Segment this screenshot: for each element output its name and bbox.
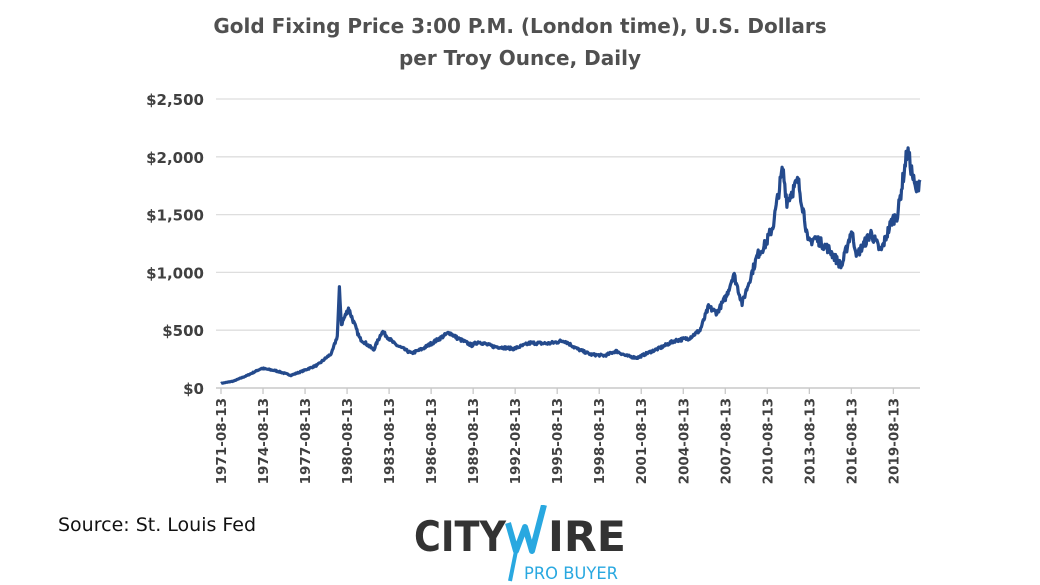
x-tick-label: 1998-08-13	[592, 398, 608, 484]
x-tick-label: 2007-08-13	[718, 398, 734, 484]
y-tick-label: $2,500	[146, 91, 204, 109]
y-tick-label: $2,000	[146, 149, 204, 167]
svg-text:CITY: CITY	[414, 512, 507, 561]
x-tick-label: 1989-08-13	[466, 398, 482, 484]
y-tick-label: $1,500	[146, 207, 204, 225]
citywire-logo: CITY IRE PRO BUYER	[414, 505, 626, 584]
x-tick-label: 2016-08-13	[844, 398, 860, 484]
y-tick-label: $500	[162, 322, 204, 340]
x-tick-label: 1977-08-13	[298, 398, 314, 484]
source-note: Source: St. Louis Fed	[58, 514, 257, 536]
x-tick-label: 1974-08-13	[256, 398, 272, 484]
x-tick-label: 1983-08-13	[382, 398, 398, 484]
x-tick-label: 1971-08-13	[214, 398, 230, 484]
chart-title: Gold Fixing Price 3:00 P.M. (London time…	[200, 10, 840, 74]
x-tick-label: 1992-08-13	[508, 398, 524, 484]
gold-price-chart: $0 $500 $1,000 $1,500 $2,000 $2,500 1971-08-1…	[146, 91, 922, 484]
x-tick-label: 1995-08-13	[550, 398, 566, 484]
svg-text:PRO BUYER: PRO BUYER	[524, 564, 618, 584]
chart-title-line2: per Troy Ounce, Daily	[398, 46, 642, 70]
x-tick-label: 1986-08-13	[424, 398, 440, 484]
chart-title-line1: Gold Fixing Price 3:00 P.M. (London time…	[213, 14, 827, 38]
series-line-gold-price	[220, 146, 922, 385]
svg-text:IRE: IRE	[548, 512, 626, 561]
x-tick-label: 2010-08-13	[760, 398, 776, 484]
x-tick-label: 2001-08-13	[634, 398, 650, 484]
y-tick-label: $0	[183, 380, 204, 398]
x-tick-label: 2019-08-13	[886, 398, 902, 484]
y-tick-label: $1,000	[146, 264, 204, 282]
x-tick-label: 2004-08-13	[676, 398, 692, 484]
x-tick-label: 2013-08-13	[802, 398, 818, 484]
x-tick-label: 1980-08-13	[340, 398, 356, 484]
